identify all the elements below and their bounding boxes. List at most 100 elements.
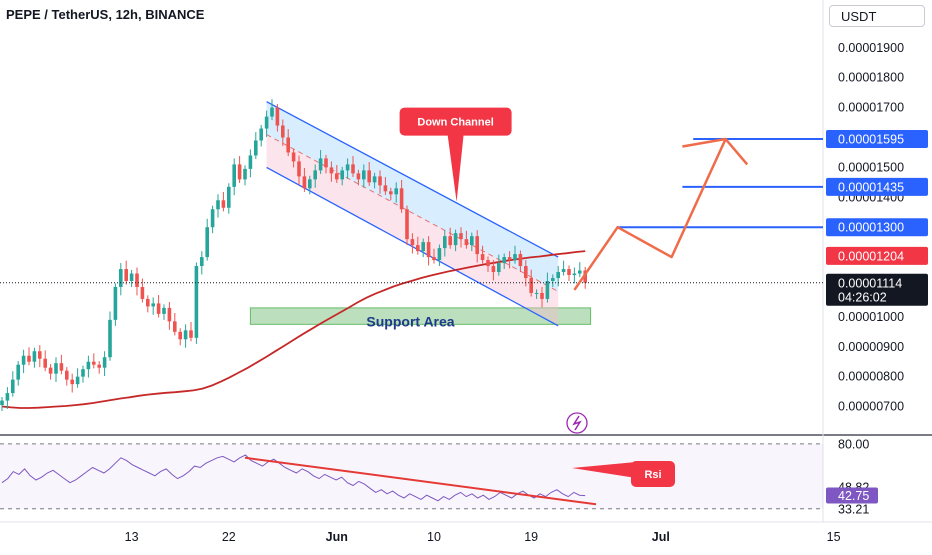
price-axis-tick: 0.00000800: [838, 370, 904, 384]
projection-path: [573, 138, 727, 291]
candle-body: [86, 361, 91, 370]
candle-body: [167, 307, 172, 322]
candle-body: [459, 233, 463, 240]
candle-body: [416, 245, 420, 252]
candle-body: [475, 236, 479, 255]
channel-mid-line: [266, 134, 559, 292]
target-level-label-tag: [826, 218, 928, 237]
down-channel-bubble: [399, 107, 512, 136]
time-axis-tick: 15: [827, 530, 841, 544]
rsi-callout-pointer: [572, 462, 636, 478]
last-price-tag: [826, 273, 928, 306]
candle-body: [345, 164, 350, 171]
candle-body: [189, 330, 193, 338]
rsi-value-tag: [826, 487, 878, 504]
candle-body: [5, 393, 10, 401]
channel-upper-fill: [266, 101, 559, 292]
rsi-level-label: 80.00: [838, 437, 869, 451]
candle-body: [318, 158, 323, 171]
channel-lower-fill: [266, 134, 559, 326]
candle-body: [248, 155, 253, 169]
price-axis-tick: 0.00001500: [838, 160, 904, 174]
candle-body: [297, 161, 301, 177]
candle-body: [200, 257, 204, 267]
rsi-band: [0, 443, 823, 509]
target-level-label: 0.00001300: [838, 221, 904, 235]
candle-body: [59, 363, 64, 371]
candle-body: [0, 400, 4, 406]
candle-body: [270, 107, 274, 117]
time-axis-tick: 22: [222, 530, 236, 544]
candle-body: [124, 269, 128, 281]
candle-body: [383, 185, 388, 192]
channel-upper-line: [266, 101, 559, 258]
candle-body: [583, 270, 587, 283]
time-axis: 13 22 Jun 10 19 Jul 15: [125, 530, 841, 544]
candle-body: [308, 179, 312, 189]
candle-body: [378, 176, 382, 186]
candle-body: [551, 278, 555, 281]
candle-body: [291, 152, 296, 162]
candle-body: [151, 303, 155, 307]
candle-body: [254, 140, 258, 156]
ma-value-label: 0.00001204: [838, 249, 904, 263]
candle-body: [567, 269, 571, 276]
down-channel-label: Down Channel: [417, 117, 493, 129]
candle-body: [264, 116, 269, 129]
price-axis-tick: 0.00001900: [838, 41, 904, 55]
candle-body: [502, 257, 506, 264]
candle-body: [399, 188, 404, 210]
ma-value-label-tag: [826, 246, 928, 265]
candle-body: [329, 167, 334, 174]
lightning-icon-bolt: [572, 415, 582, 431]
candle-body: [286, 137, 290, 153]
candle-body: [135, 273, 139, 287]
time-axis-tick: 10: [427, 530, 441, 544]
time-axis-tick: 13: [125, 530, 139, 544]
candle-body: [561, 269, 566, 273]
price-axis-tick: 0.00000900: [838, 340, 904, 354]
price-axis-tick: 0.00001000: [838, 310, 904, 324]
candle-body: [32, 351, 37, 362]
projection-arrow-head: [682, 137, 749, 166]
candle-body: [11, 379, 15, 394]
target-level-label-tag: [826, 130, 928, 149]
support-area-layer: Support Area: [249, 307, 592, 329]
candle-body: [162, 307, 166, 314]
candle-body: [529, 278, 533, 293]
candle-body: [497, 263, 501, 273]
candle-body: [340, 170, 344, 180]
last-price-label: 0.00001114: [838, 276, 902, 290]
projection-layer: [573, 137, 749, 291]
candle-body: [421, 242, 425, 252]
candle-body: [194, 266, 199, 338]
time-axis-tick: 19: [524, 530, 538, 544]
down-channel-pointer: [447, 134, 464, 202]
rsi-trendline: [244, 456, 597, 506]
target-level-label: 0.00001435: [838, 180, 904, 194]
candle-body: [367, 170, 371, 183]
rsi-layer: Rsi: [0, 443, 823, 510]
candle-body: [394, 188, 398, 195]
candle-body: [443, 236, 447, 249]
candle-body: [92, 361, 96, 365]
candles-layer: [0, 99, 823, 412]
rsi-line: [1, 454, 586, 502]
candle-body: [448, 236, 452, 246]
price-axis-tick: 0.00001700: [838, 101, 904, 115]
rsi-callout-bubble: [631, 461, 675, 487]
currency-selector[interactable]: USDT: [829, 5, 925, 27]
price-axis-tick: 0.00000700: [838, 400, 904, 414]
price-axis: 0.000020000.000019000.000018000.00001700…: [826, 11, 928, 516]
target-level-label: 0.00001595: [838, 133, 904, 147]
candle-body: [281, 125, 285, 138]
rsi-level-label: 33.21: [838, 502, 869, 516]
rsi-value-label: 42.75: [838, 489, 869, 503]
candle-body: [38, 351, 42, 359]
candle-body: [227, 186, 231, 208]
candle-body: [437, 248, 442, 261]
candle-body: [237, 164, 242, 180]
rsi-callout-label: Rsi: [644, 469, 661, 481]
chart-title: PEPE / TetherUS, 12h, BINANCE: [6, 7, 205, 22]
